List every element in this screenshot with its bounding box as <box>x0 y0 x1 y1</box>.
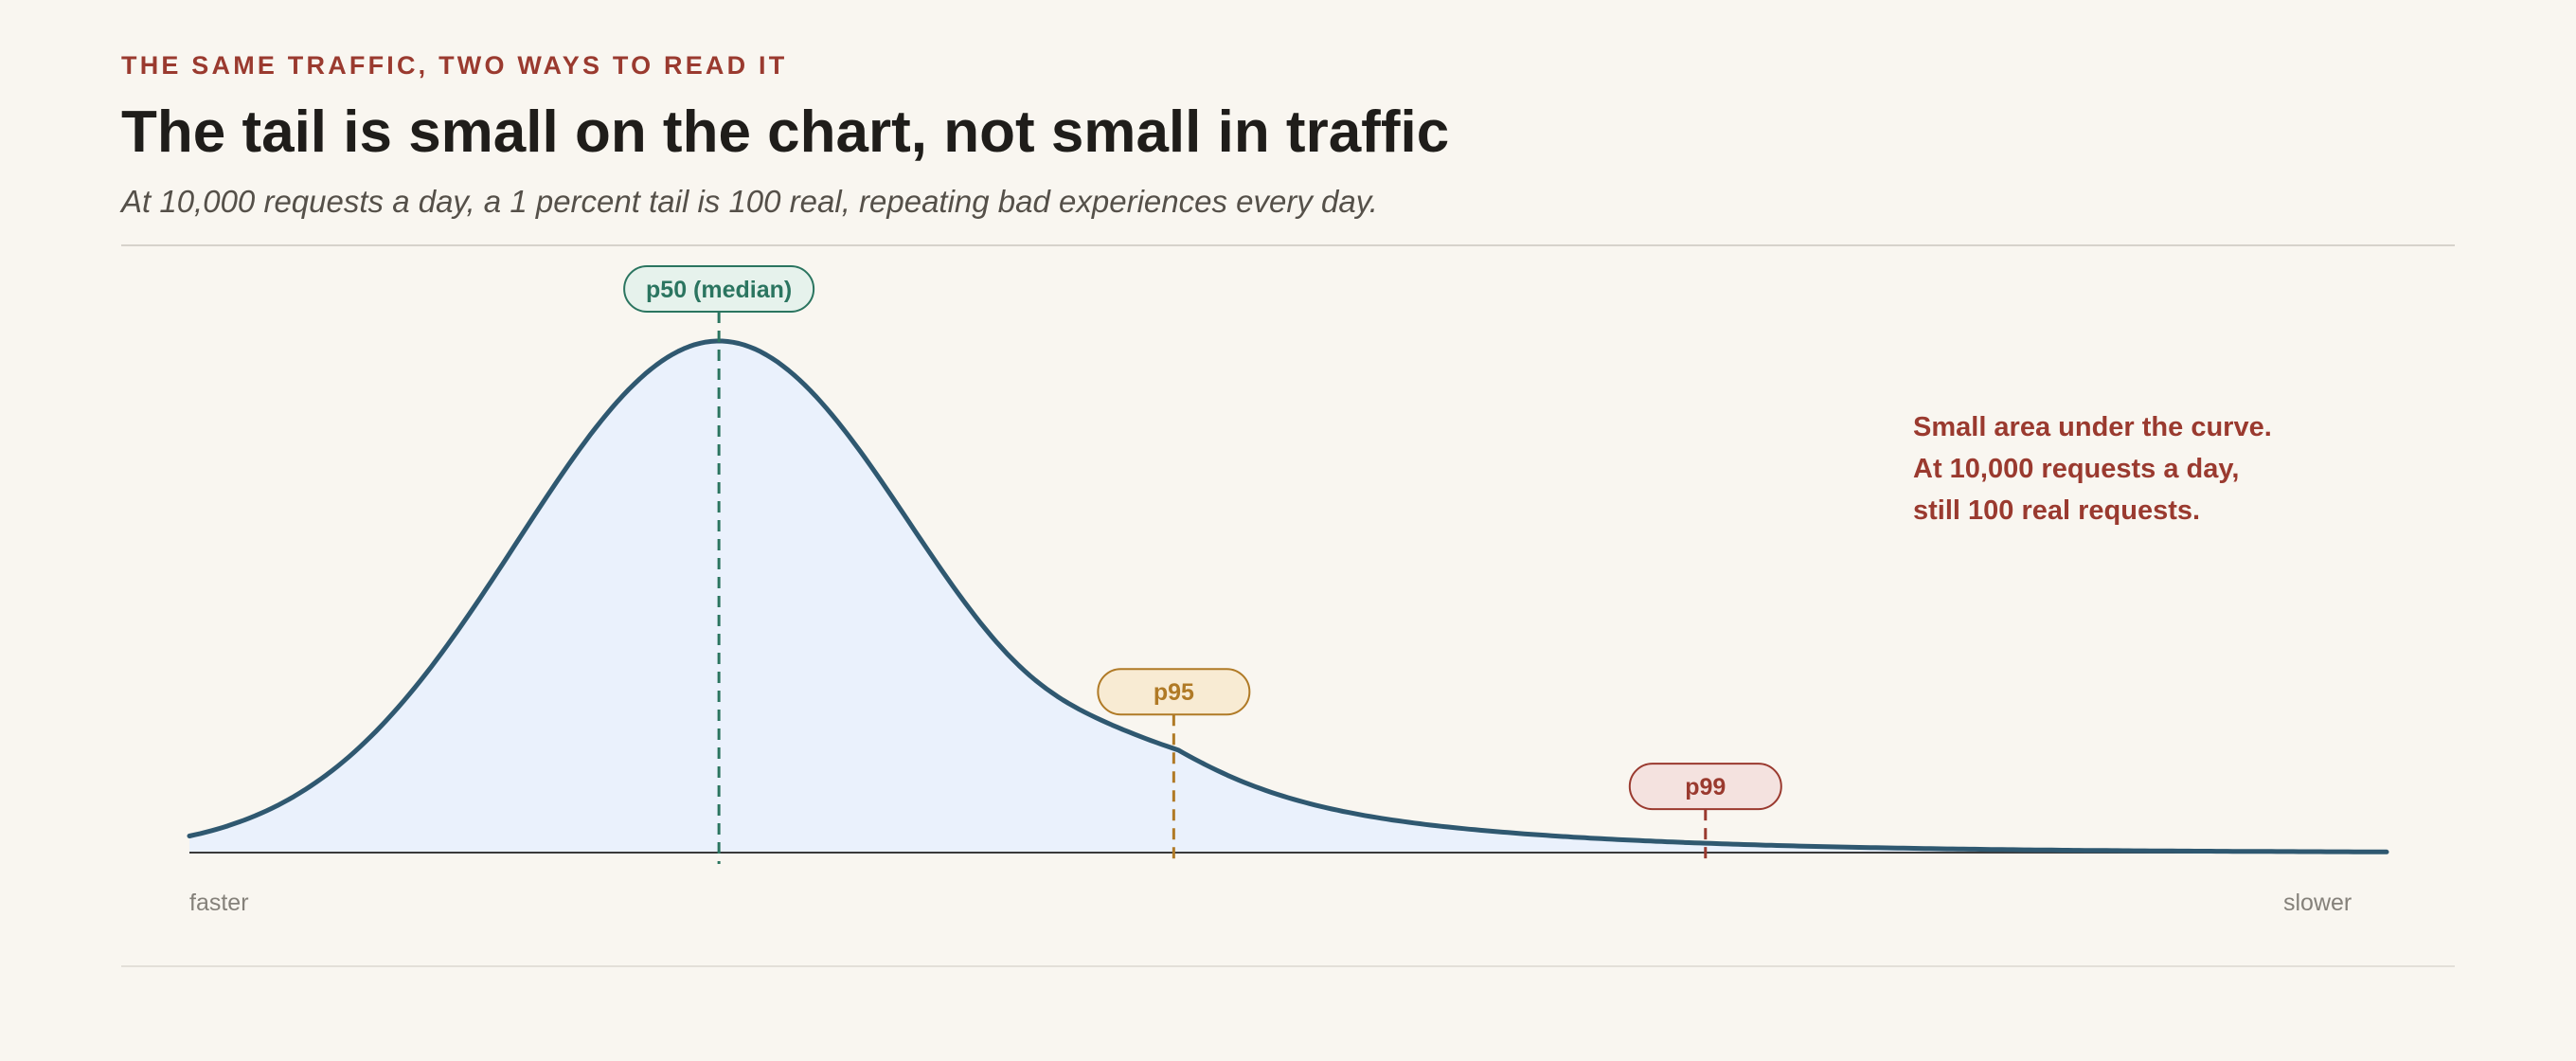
annotation-line-3: still 100 real requests. <box>1913 495 2200 526</box>
x-label-slower: slower <box>2283 890 2352 916</box>
annotation-line-2: At 10,000 requests a day, <box>1913 454 2239 484</box>
curve-area-fill <box>189 341 2387 853</box>
page-title: The tail is small on the chart, not smal… <box>121 99 1450 165</box>
p50-label-pill <box>623 265 815 313</box>
distribution-curve <box>187 338 2389 854</box>
bottom-divider <box>121 965 2455 967</box>
x-label-faster: faster <box>189 890 249 916</box>
p95-label-pill <box>1097 668 1251 716</box>
p50-label: p50 (median) <box>646 277 792 303</box>
p99-label-pill <box>1628 763 1782 811</box>
p95-label: p95 <box>1154 679 1194 706</box>
page-subtitle: At 10,000 requests a day, a 1 percent ta… <box>121 184 1378 219</box>
p99-label: p99 <box>1685 774 1726 800</box>
annotation-line-1: Small area under the curve. <box>1913 412 2272 442</box>
top-divider <box>121 244 2455 246</box>
eyebrow: THE SAME TRAFFIC, TWO WAYS TO READ IT <box>121 51 788 80</box>
tail-annotation: Small area under the curve. At 10,000 req… <box>1913 412 2272 526</box>
